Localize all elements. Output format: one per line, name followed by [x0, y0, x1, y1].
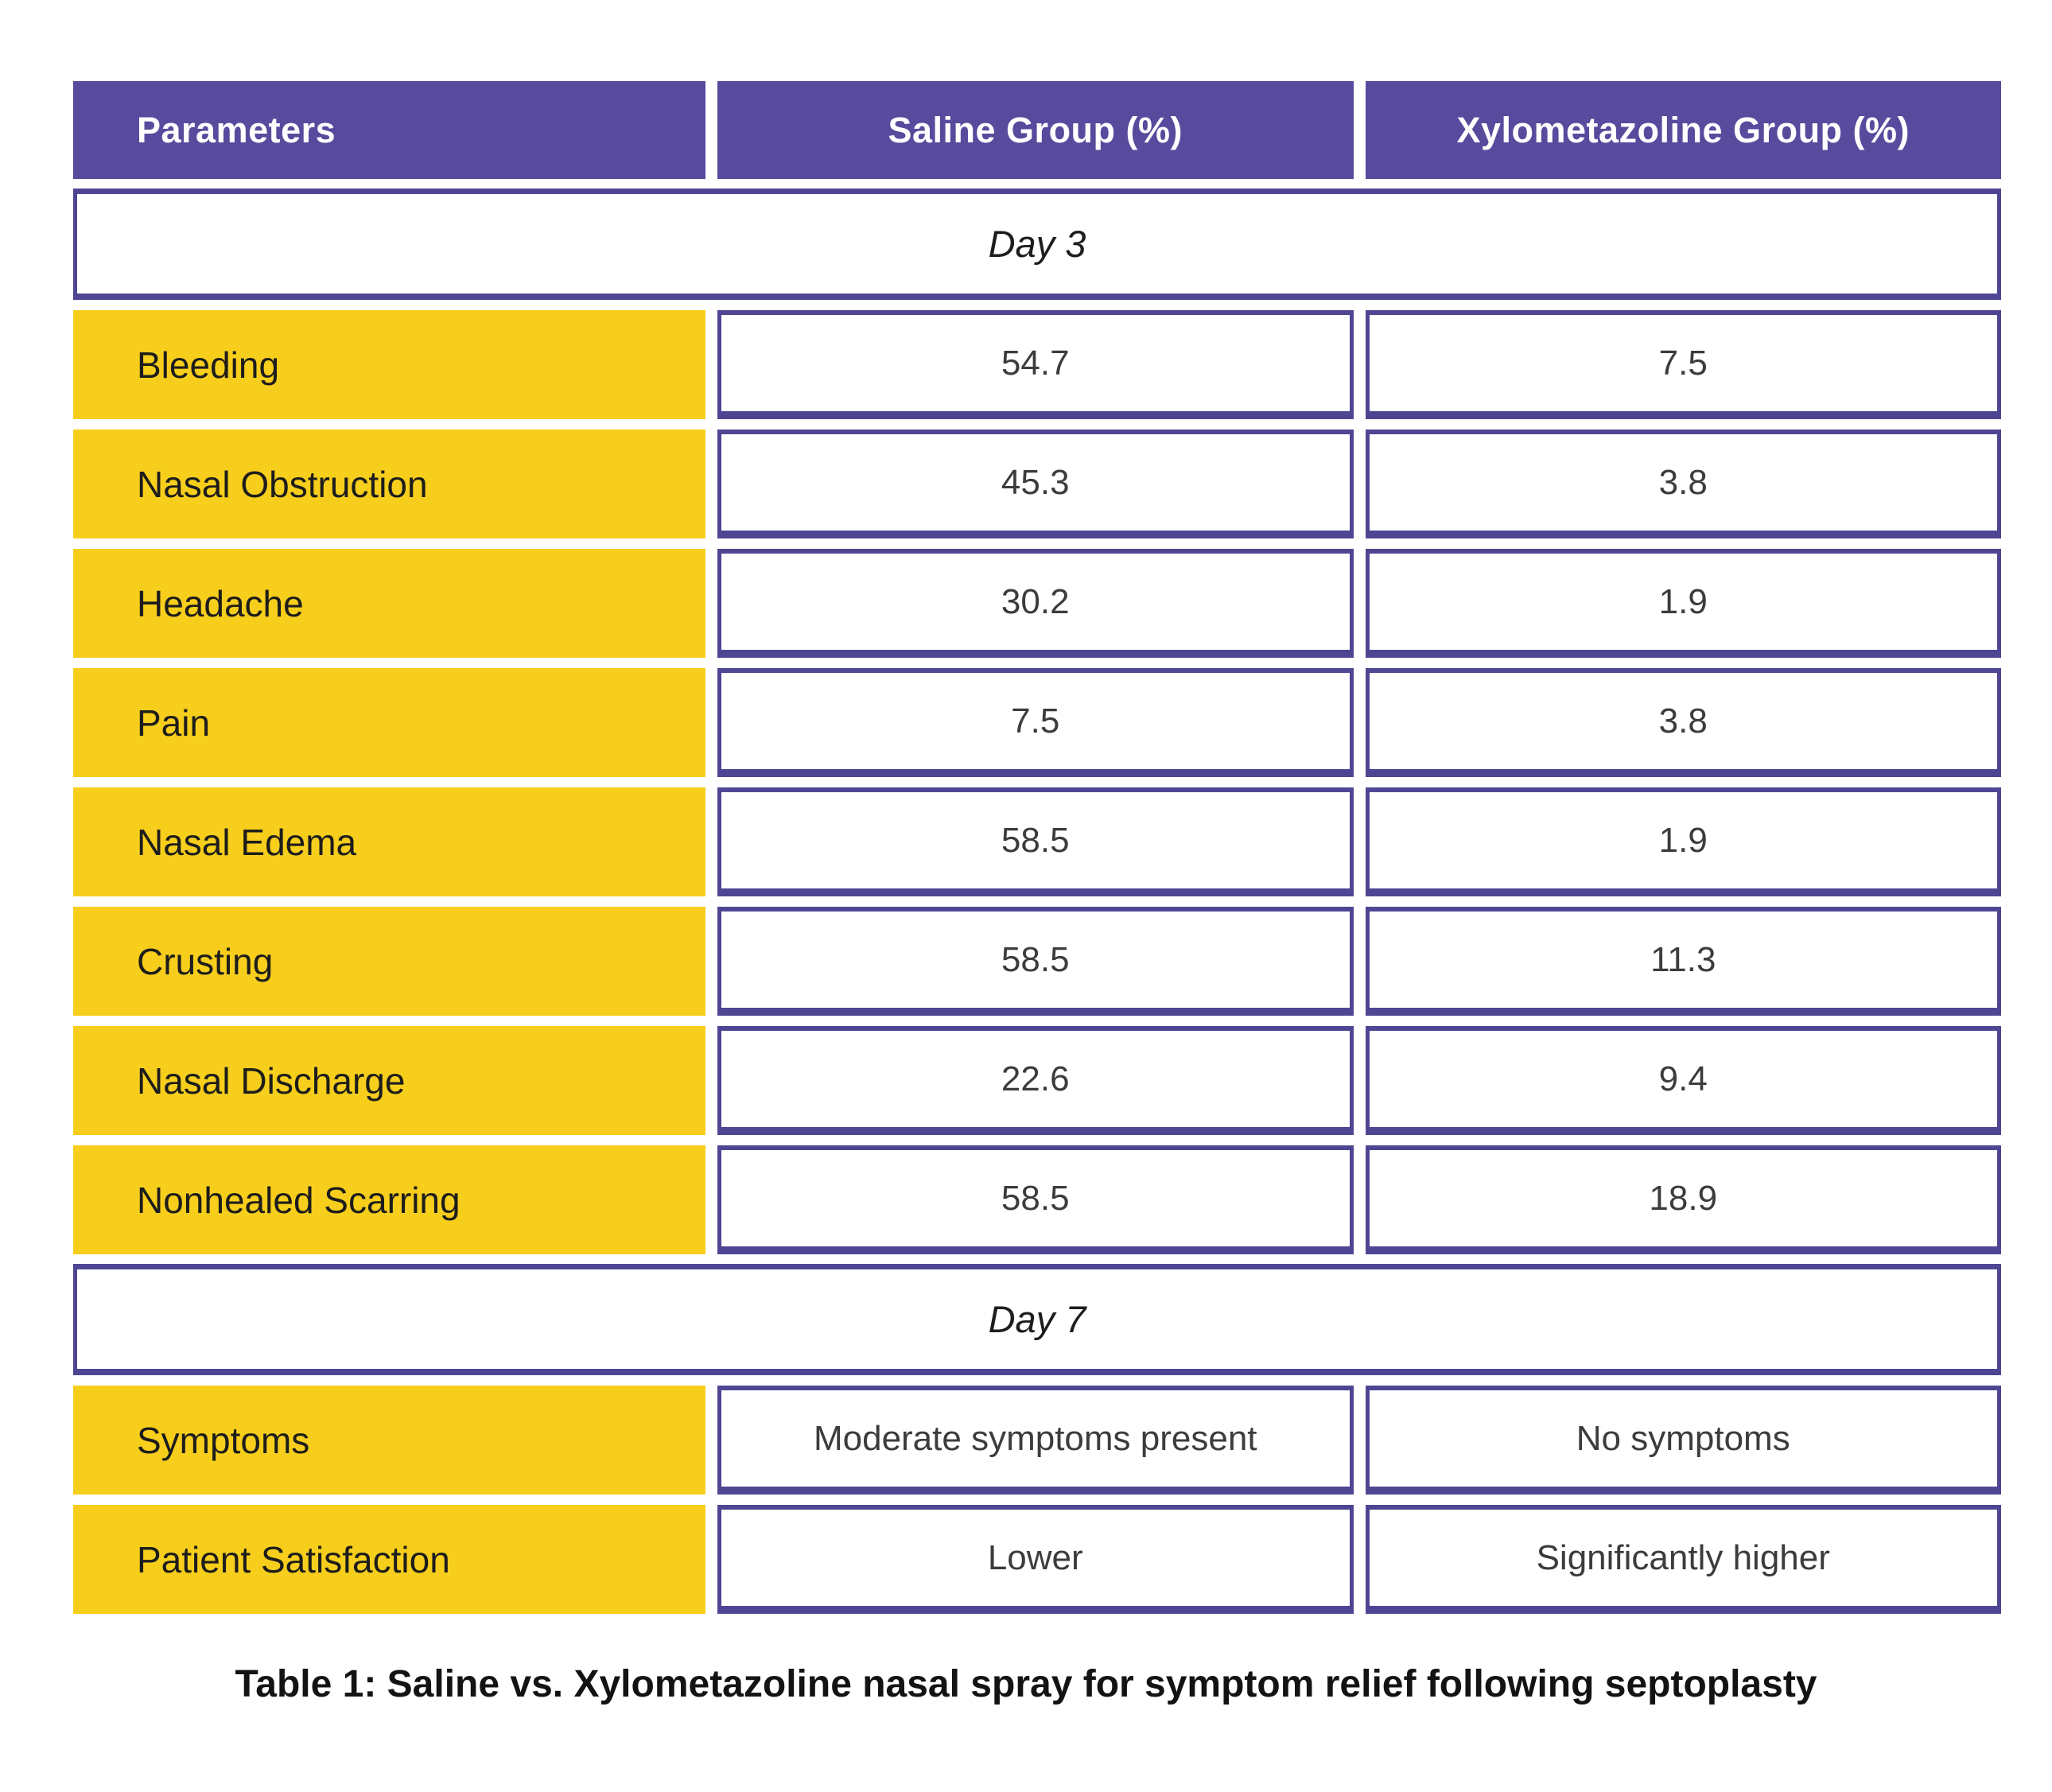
- table-row: Symptoms Moderate symptoms present No sy…: [73, 1386, 2001, 1495]
- row-value-xylometazoline: 9.4: [1365, 1026, 2001, 1135]
- row-value-saline: 58.5: [717, 907, 1354, 1016]
- row-label: Nonhealed Scarring: [73, 1145, 705, 1254]
- row-label: Patient Satisfaction: [73, 1505, 705, 1614]
- table-row: Nasal Edema 58.5 1.9: [73, 787, 2001, 896]
- row-value-saline: 54.7: [717, 310, 1354, 419]
- row-label: Nasal Edema: [73, 787, 705, 896]
- row-value-xylometazoline: Significantly higher: [1365, 1505, 2001, 1614]
- row-label: Crusting: [73, 907, 705, 1016]
- table-row: Nasal Obstruction 45.3 3.8: [73, 430, 2001, 538]
- row-value-xylometazoline: 1.9: [1365, 549, 2001, 658]
- table-header-row: Parameters Saline Group (%) Xylometazoli…: [73, 81, 2001, 179]
- row-label: Bleeding: [73, 310, 705, 419]
- row-label: Nasal Obstruction: [73, 430, 705, 538]
- row-value-xylometazoline: 18.9: [1365, 1145, 2001, 1254]
- row-value-saline: 22.6: [717, 1026, 1354, 1135]
- row-value-saline: Moderate symptoms present: [717, 1386, 1354, 1495]
- table-row: Nonhealed Scarring 58.5 18.9: [73, 1145, 2001, 1254]
- row-value-xylometazoline: 3.8: [1365, 668, 2001, 777]
- row-value-saline: 7.5: [717, 668, 1354, 777]
- row-value-xylometazoline: 11.3: [1365, 907, 2001, 1016]
- section-banner-day3: Day 3: [73, 189, 2001, 300]
- table-row: Headache 30.2 1.9: [73, 549, 2001, 658]
- row-value-saline: 30.2: [717, 549, 1354, 658]
- section-banner-day7: Day 7: [73, 1264, 2001, 1375]
- header-cell-saline-group: Saline Group (%): [717, 81, 1354, 179]
- table-caption: Table 1: Saline vs. Xylometazoline nasal…: [235, 1663, 1817, 1705]
- row-value-saline: Lower: [717, 1505, 1354, 1614]
- row-value-saline: 58.5: [717, 787, 1354, 896]
- row-label: Headache: [73, 549, 705, 658]
- header-cell-parameters: Parameters: [73, 81, 705, 179]
- row-value-xylometazoline: 7.5: [1365, 310, 2001, 419]
- row-label: Pain: [73, 668, 705, 777]
- comparison-table: Parameters Saline Group (%) Xylometazoli…: [73, 81, 2001, 1614]
- table-row: Nasal Discharge 22.6 9.4: [73, 1026, 2001, 1135]
- row-value-saline: 58.5: [717, 1145, 1354, 1254]
- table-row: Bleeding 54.7 7.5: [73, 310, 2001, 419]
- row-label: Symptoms: [73, 1386, 705, 1495]
- row-value-saline: 45.3: [717, 430, 1354, 538]
- header-cell-xylometazoline-group: Xylometazoline Group (%): [1365, 81, 2001, 179]
- table-row: Pain 7.5 3.8: [73, 668, 2001, 777]
- table-row: Patient Satisfaction Lower Significantly…: [73, 1505, 2001, 1614]
- row-value-xylometazoline: 1.9: [1365, 787, 2001, 896]
- row-value-xylometazoline: No symptoms: [1365, 1386, 2001, 1495]
- row-value-xylometazoline: 3.8: [1365, 430, 2001, 538]
- table-row: Crusting 58.5 11.3: [73, 907, 2001, 1016]
- row-label: Nasal Discharge: [73, 1026, 705, 1135]
